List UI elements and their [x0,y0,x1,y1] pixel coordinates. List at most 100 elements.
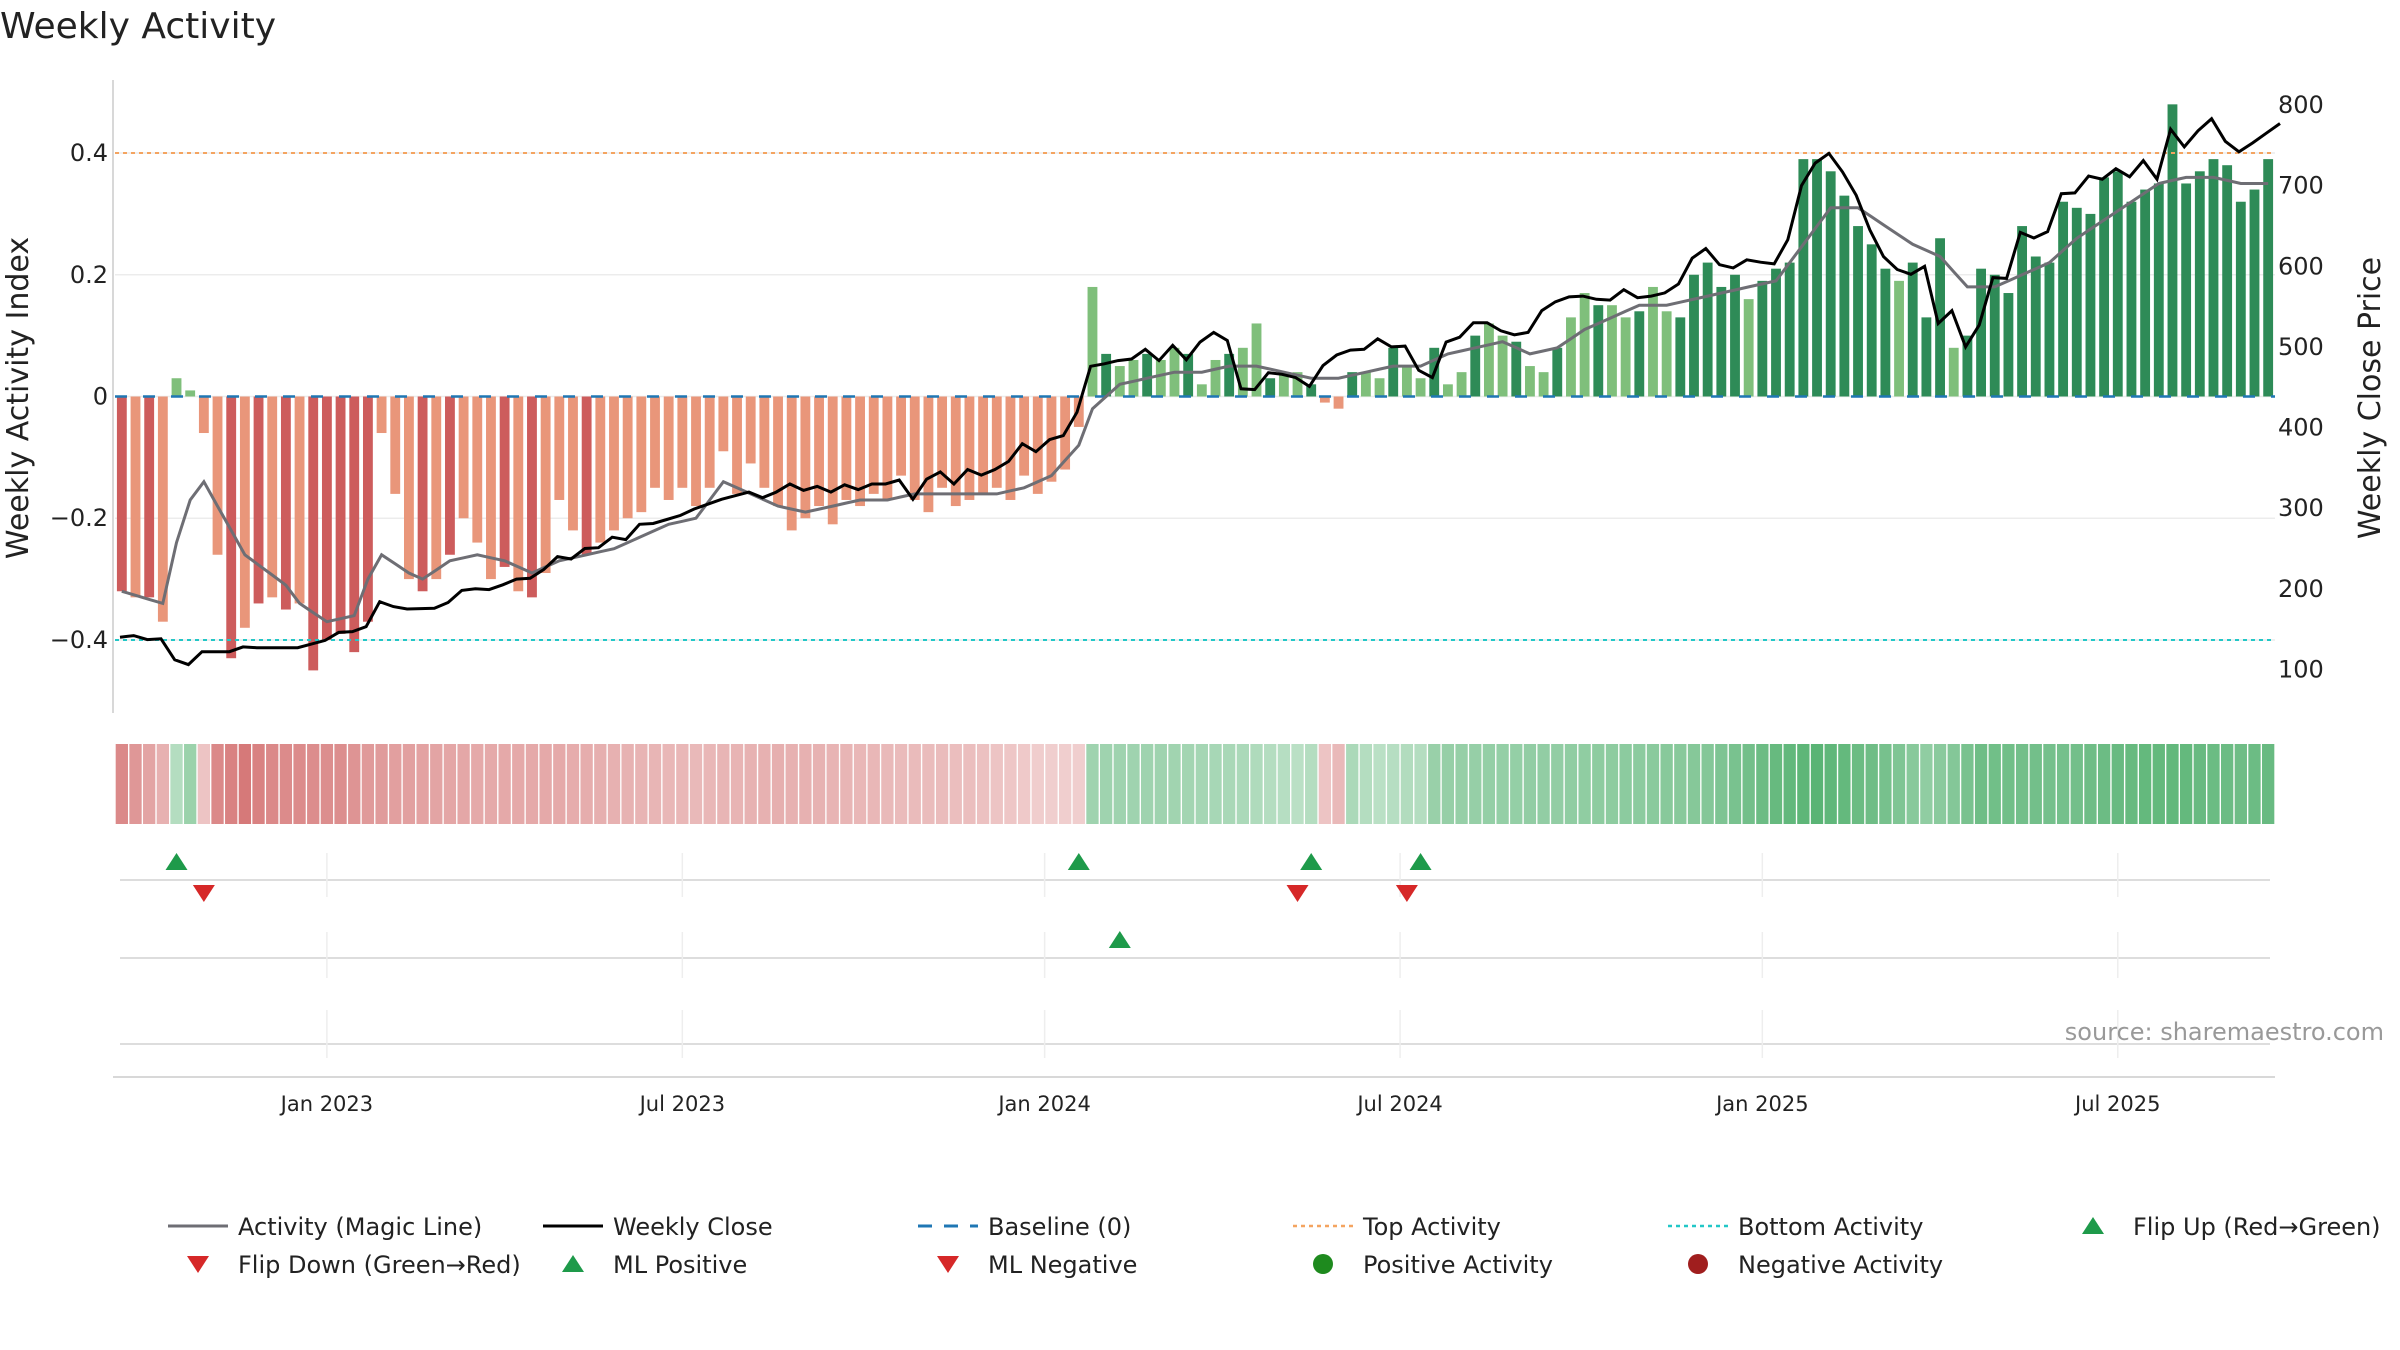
legend-triangle-up-icon [2082,1217,2104,1234]
heat-strip-cell [1783,744,1796,824]
heat-strip-cell [580,744,593,824]
activity-bar [2112,171,2123,397]
heat-strip-cell [812,744,826,824]
activity-bar [2044,262,2055,397]
heat-strip-cell [949,744,962,824]
heat-strip-cell [594,744,607,824]
legend-label: Activity (Magic Line) [238,1213,482,1241]
heat-strip-cell [717,744,730,824]
heat-strip-cell [1400,744,1414,824]
heat-strip-cell [771,744,785,824]
legend-triangle-down-icon [187,1256,209,1273]
activity-bar [704,396,715,488]
activity-bar [1005,396,1016,500]
activity-bar [280,396,291,610]
heat-strip-cell [1906,744,1919,824]
activity-bar [445,396,455,555]
activity-bar [1798,159,1809,397]
magic-line [121,175,2269,624]
heat-strip-cell [1387,744,1400,824]
activity-bar [1415,378,1426,397]
activity-bar [1948,347,1959,397]
heat-strip-cell [1578,744,1591,824]
heat-strip-cell [2084,744,2097,824]
activity-bar [1962,335,1973,397]
flip-down-marker [192,885,215,902]
heat-strip-cell [1619,744,1632,824]
heat-strip-cell [2221,744,2234,824]
heat-strip-cell [648,744,662,824]
heat-strip-cell [1674,744,1687,824]
heat-strip-cell [1879,744,1892,824]
activity-bar [1032,396,1043,494]
heat-strip-cell [1797,744,1810,824]
activity-bar [2017,226,2028,397]
activity-bar [1128,359,1139,397]
heat-strip-cell [935,744,949,824]
heat-strip-cell [1223,744,1236,824]
y-tick-right: 200 [2278,575,2324,603]
legend-label: ML Positive [613,1251,747,1279]
activity-bar [745,396,756,464]
activity-bar [2249,189,2260,397]
activity-bar [568,396,578,531]
activity-bar [909,396,920,500]
heat-strip-cell [621,744,634,824]
heat-strip-cell [1523,744,1537,824]
y-tick-right: 700 [2278,172,2324,200]
heat-strip-cell [293,744,306,824]
heat-strip-cell [2248,744,2261,824]
activity-bar [2208,159,2219,397]
heat-strip-cell [1004,744,1017,824]
date-tick-label: Jul 2023 [638,1092,725,1116]
activity-bar [1251,323,1262,397]
activity-bar [239,396,250,628]
legend-item: Negative Activity [1688,1251,1943,1279]
heat-strip-cell [2179,744,2193,824]
legend-circle-icon [1313,1254,1333,1274]
heat-strip-cell [840,744,853,824]
activity-bar [1593,305,1604,397]
weekly-close-line [119,116,2281,667]
y-axis-left-label: Weekly Activity Index [1,237,36,559]
activity-bar [1921,317,1932,397]
activity-bar [130,396,141,598]
heat-strip-cell [402,744,416,824]
activity-bar [1620,317,1631,397]
heat-strip-cell [1332,744,1345,824]
activity-bar [349,396,360,653]
activity-bar [1210,359,1221,397]
activity-heat-strip [115,744,2275,824]
activity-bar [1976,268,1986,397]
heat-strip-cell [1496,744,1509,824]
heat-strip-cell [471,744,484,824]
heat-strip-cell [1182,744,1195,824]
activity-bar [923,396,934,513]
heat-strip-cell [1045,744,1058,824]
activity-bar [663,396,674,500]
activity-bar [1196,384,1207,397]
date-tick-label: Jan 2023 [279,1092,374,1116]
activity-bar [294,396,305,604]
activity-bar [1675,317,1686,397]
heat-strip-cell [1592,744,1605,824]
heat-strip-cell [853,744,867,824]
activity-bar [2222,165,2233,397]
activity-bar [157,396,168,622]
heat-strip-cell [1099,744,1113,824]
heat-strip-cell [184,744,197,824]
activity-bar [2140,189,2151,397]
heat-strip-cell [2234,744,2247,824]
activity-bar [1661,311,1672,397]
legend-item: Activity (Magic Line) [168,1213,482,1241]
y-tick-right: 800 [2278,91,2324,119]
legend-item: Flip Up (Red→Green) [2082,1213,2381,1241]
heat-strip-cell [430,744,443,824]
heat-strip-cell [2070,744,2083,824]
heat-strip-cell [1865,744,1878,824]
activity-bar [513,396,524,592]
heat-strip-cell [1838,744,1851,824]
heat-strip-cell [2152,744,2165,824]
legend-item: Bottom Activity [1668,1213,1923,1241]
heat-strip-cell [2111,744,2124,824]
